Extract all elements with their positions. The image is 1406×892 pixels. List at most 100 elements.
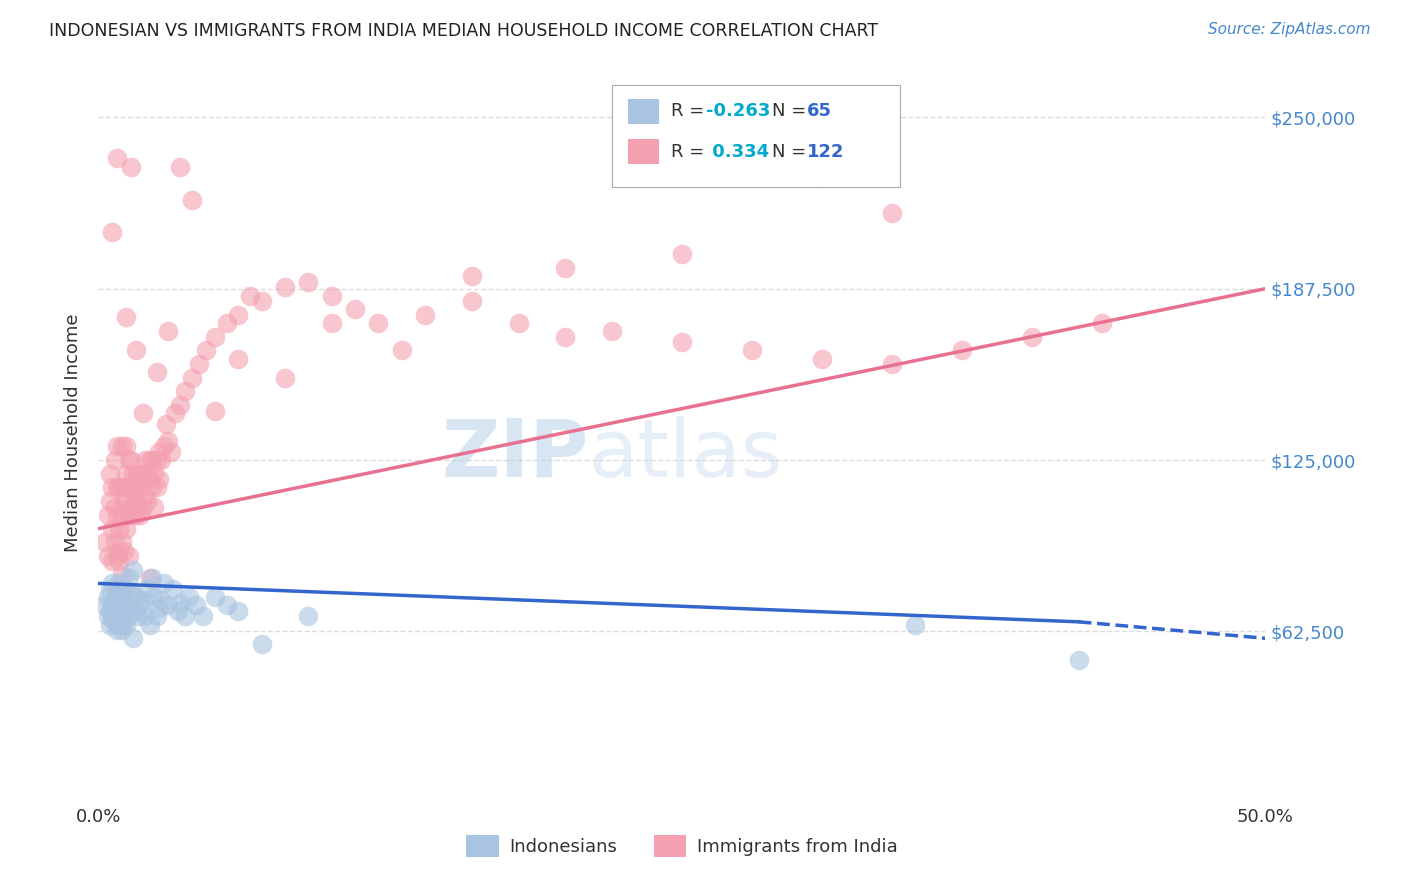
Point [146,609,169,624]
Point [671,247,693,261]
Point [120,584,142,599]
Point [120,160,142,174]
Point [228,308,250,322]
Point [180,193,202,207]
Point [169,596,191,610]
Point [120,500,142,514]
Point [125,343,148,358]
Point [132,467,155,481]
Point [112,480,135,494]
Text: INDONESIAN VS IMMIGRANTS FROM INDIA MEDIAN HOUSEHOLD INCOME CORRELATION CHART: INDONESIAN VS IMMIGRANTS FROM INDIA MEDI… [49,22,879,40]
Point [105,480,128,494]
Point [204,403,226,417]
Point [136,494,159,508]
Point [143,590,166,604]
Text: R =: R = [671,103,710,120]
Text: -0.263: -0.263 [706,103,770,120]
Point [391,343,413,358]
Point [148,472,170,486]
Point [101,554,124,568]
Point [904,617,927,632]
Point [228,604,250,618]
Point [115,582,138,596]
Point [811,170,834,185]
Point [1067,653,1090,667]
Point [125,508,148,522]
Point [104,535,127,549]
Point [1021,329,1043,343]
Point [105,549,128,563]
Point [139,453,162,467]
Point [157,434,180,448]
Point [554,261,576,276]
Point [152,439,174,453]
Point [139,617,162,632]
Point [554,329,576,343]
Point [127,480,149,494]
Point [97,508,120,522]
Point [141,571,163,585]
Point [880,206,903,220]
Point [111,439,134,453]
Point [108,617,131,632]
Point [274,371,297,385]
Point [132,406,155,420]
Point [169,160,191,174]
Point [108,587,131,601]
Point [122,632,145,646]
Point [104,453,127,467]
Point [150,593,173,607]
Point [134,489,156,503]
Point [321,316,343,330]
Point [108,480,131,494]
Point [141,480,163,494]
Point [321,288,343,302]
Point [101,612,124,626]
Point [125,604,148,618]
Point [139,472,162,486]
Point [101,599,124,613]
Legend: Indonesians, Immigrants from India: Indonesians, Immigrants from India [458,828,905,864]
Point [600,324,623,338]
Point [112,615,135,629]
Point [115,310,138,325]
Point [101,576,124,591]
Point [111,480,134,494]
Point [115,467,138,481]
Point [132,500,155,514]
Point [105,596,128,610]
Point [105,623,128,637]
Text: 0.334: 0.334 [706,143,769,161]
Point [112,604,135,618]
Point [250,637,273,651]
Point [215,599,238,613]
Point [118,480,141,494]
Point [194,343,217,358]
Point [101,226,124,240]
Point [98,617,121,632]
Point [112,494,135,508]
Point [136,467,159,481]
Text: N =: N = [772,143,811,161]
Point [98,582,121,596]
Text: 122: 122 [807,143,845,161]
Point [120,453,142,467]
Point [108,601,131,615]
Point [115,522,138,536]
Point [118,571,141,585]
Point [94,599,117,613]
Point [118,549,141,563]
Point [111,535,134,549]
Point [146,480,169,494]
Point [173,609,195,624]
Point [413,308,436,322]
Point [204,329,226,343]
Point [461,293,484,308]
Point [179,590,201,604]
Point [101,480,124,494]
Point [112,587,135,601]
Point [671,335,693,350]
Point [143,467,166,481]
Point [136,582,159,596]
Point [111,508,134,522]
